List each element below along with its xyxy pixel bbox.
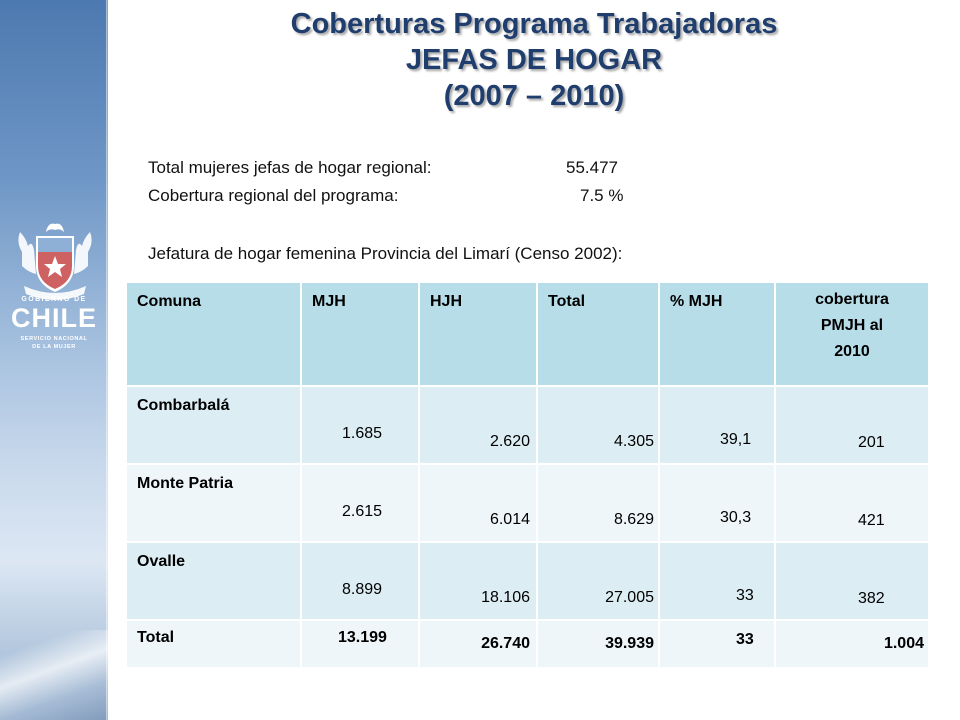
cell-total: 8.629 [537, 463, 660, 542]
cell-hjh-total: 26.740 [419, 619, 538, 667]
header-cobertura: cobertura PMJH al 2010 [775, 283, 930, 386]
cell-pct-value: 33 [736, 587, 754, 604]
header-cobertura-line-1: cobertura [815, 291, 889, 308]
cell-mjh-value: 8.899 [342, 581, 383, 598]
cell-total-value: 8.629 [613, 511, 654, 528]
cell-mjh: 8.899 [301, 541, 420, 620]
cell-mjh-value: 1.685 [342, 425, 383, 442]
cell-hjh-total-value: 26.740 [481, 635, 530, 652]
table-row: Monte Patria 2.615 6.014 8.629 30,3 421 [127, 463, 930, 542]
info-total-label: Total mujeres jefas de hogar regional: [148, 158, 432, 177]
table-total-row: Total 13.199 26.740 39.939 33 1.004 [127, 619, 930, 667]
cell-cobertura: 421 [775, 463, 930, 542]
cell-cobertura-value: 421 [858, 512, 885, 529]
cell-pct-value: 30,3 [720, 509, 752, 526]
header-cobertura-line-3: 2010 [834, 343, 870, 360]
title-line-2: JEFAS DE HOGAR [405, 44, 663, 76]
title-line-1: Coberturas Programa Trabajadoras [290, 8, 778, 40]
cell-hjh-value: 2.620 [489, 433, 530, 450]
logo-gobierno-text: GOBIERNO DE [21, 296, 87, 303]
sidebar-edge [106, 0, 109, 720]
header-pct-mjh: % MJH [659, 283, 776, 386]
cell-pct: 39,1 [659, 385, 776, 464]
cell-cobertura-total-value: 1.004 [883, 635, 924, 652]
coat-of-arms-icon [18, 223, 92, 300]
cell-mjh: 2.615 [301, 463, 420, 542]
table-row: Combarbalá 1.685 2.620 4.305 39,1 201 [127, 385, 930, 464]
header-comuna: Comuna [127, 283, 302, 386]
header-cobertura-line-2: PMJH al [820, 317, 884, 334]
cell-total-total: 39.939 [537, 619, 660, 667]
cell-pct-total: 33 [659, 619, 776, 667]
table-header-row: Comuna MJH HJH Total % MJH cobertura PMJ… [127, 283, 930, 386]
cell-mjh-value: 2.615 [342, 503, 383, 520]
cell-pct: 33 [659, 541, 776, 620]
cell-total-value: 27.005 [605, 589, 654, 606]
info-total-line: Total mujeres jefas de hogar regional: 5… [148, 158, 618, 178]
cell-mjh-total: 13.199 [301, 619, 420, 667]
cell-pct-total-value: 33 [736, 631, 754, 648]
logo-chile-text: CHILE [11, 303, 97, 333]
cell-pct: 30,3 [659, 463, 776, 542]
cell-comuna: Combarbalá [127, 385, 302, 464]
table-row: Ovalle 8.899 18.106 27.005 33 382 [127, 541, 930, 620]
cell-comuna-total: Total [127, 619, 302, 667]
header-mjh: MJH [301, 283, 420, 386]
cell-cobertura-value: 201 [858, 434, 885, 451]
info-coverage-value: 7.5 % [580, 186, 624, 205]
cell-total-value: 4.305 [613, 433, 654, 450]
cell-comuna: Ovalle [127, 541, 302, 620]
cell-total: 4.305 [537, 385, 660, 464]
cell-hjh-value: 18.106 [481, 589, 530, 606]
coverage-table: Comuna MJH HJH Total % MJH cobertura PMJ… [127, 283, 930, 667]
logo-mujer-text: DE LA MUJER [32, 344, 76, 350]
cell-total: 27.005 [537, 541, 660, 620]
cell-mjh-total-value: 13.199 [338, 629, 387, 646]
cell-cobertura-value: 382 [858, 590, 885, 607]
cell-pct-value: 39,1 [720, 431, 752, 448]
header-total: Total [537, 283, 660, 386]
info-coverage-line: Cobertura regional del programa: 7.5 % [148, 186, 623, 206]
logo-servicio-text: SERVICIO NACIONAL [20, 336, 88, 342]
info-census-line: Jefatura de hogar femenina Provincia del… [148, 244, 623, 263]
cell-comuna: Monte Patria [127, 463, 302, 542]
slide-title: Coberturas Programa Trabajadoras JEFAS D… [108, 6, 960, 114]
header-hjh: HJH [419, 283, 538, 386]
cell-cobertura-total: 1.004 [775, 619, 930, 667]
cell-hjh: 18.106 [419, 541, 538, 620]
cell-hjh: 2.620 [419, 385, 538, 464]
title-line-3: (2007 – 2010) [443, 80, 625, 112]
left-sidebar-decoration [0, 0, 108, 720]
cell-hjh: 6.014 [419, 463, 538, 542]
cell-cobertura: 382 [775, 541, 930, 620]
cell-total-total-value: 39.939 [605, 635, 654, 652]
cell-hjh-value: 6.014 [489, 511, 530, 528]
cell-cobertura: 201 [775, 385, 930, 464]
cell-mjh: 1.685 [301, 385, 420, 464]
info-coverage-label: Cobertura regional del programa: [148, 186, 399, 205]
info-total-value: 55.477 [566, 158, 618, 177]
